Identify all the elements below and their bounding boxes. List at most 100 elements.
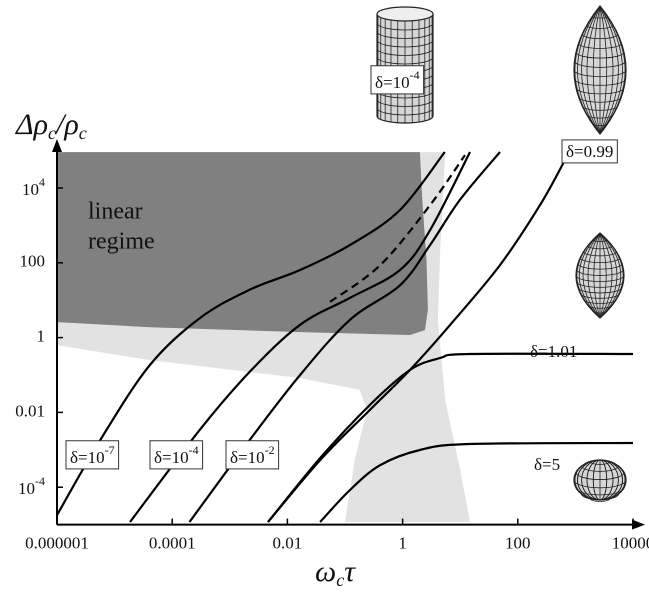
shape-grid xyxy=(599,232,622,319)
axis-title-text: ω xyxy=(315,555,336,588)
shape-grid xyxy=(581,494,619,501)
shape-grid xyxy=(599,5,619,135)
shape-grid xyxy=(573,479,627,489)
y-tick-label: 0.01 xyxy=(15,401,45,420)
label: δ=1.01 xyxy=(530,342,577,361)
x-tick-label: 100 xyxy=(505,534,531,553)
shape-grid xyxy=(576,269,624,276)
label-box xyxy=(370,65,425,95)
shape-grid xyxy=(581,34,619,39)
label: δ=10-4 xyxy=(154,443,199,467)
curve xyxy=(129,151,471,523)
label-exponent: 4 xyxy=(39,175,45,189)
x-axis-arrow xyxy=(632,519,645,530)
shape-grid xyxy=(575,87,625,95)
label-exponent: -2 xyxy=(265,443,275,457)
shape-grid xyxy=(575,51,625,59)
curve xyxy=(319,441,634,523)
label-box xyxy=(149,440,204,470)
shape-grid xyxy=(575,487,625,496)
shape-grid xyxy=(579,257,621,263)
x-tick-label: 0.0001 xyxy=(149,534,196,553)
shape-grid xyxy=(587,305,613,309)
axis-title-subscript: c xyxy=(48,123,56,143)
shape-grid xyxy=(577,287,623,294)
labels: 0.0000010.00010.0111001000010-40.0111001… xyxy=(15,65,649,590)
shape-grid xyxy=(376,31,434,39)
x-tick-label: 1 xyxy=(398,534,407,553)
shape-grid xyxy=(376,39,434,48)
shape-grid xyxy=(376,48,434,56)
label-text: δ=5 xyxy=(534,455,560,474)
label-exponent: -4 xyxy=(35,474,45,488)
label: 10-4 xyxy=(18,474,45,498)
shape-grid xyxy=(578,232,601,319)
curve xyxy=(57,151,446,516)
shape-grid xyxy=(376,56,434,65)
shape-grid xyxy=(575,275,625,282)
shape-grid xyxy=(586,25,614,29)
shape-grid xyxy=(574,78,626,86)
shape-icons xyxy=(376,5,627,502)
label-text: δ=10 xyxy=(230,448,265,467)
shape-grid xyxy=(587,245,613,250)
label-text: δ=1.01 xyxy=(530,342,577,361)
shape-grid xyxy=(592,311,608,314)
label: δ=10-2 xyxy=(230,443,275,467)
shape-grid xyxy=(577,5,601,135)
shape-grid xyxy=(589,498,611,502)
label-text: δ=10 xyxy=(70,448,105,467)
shape-grid xyxy=(577,263,623,270)
label-text: δ=10 xyxy=(375,73,410,92)
curve xyxy=(329,154,466,303)
lines xyxy=(57,151,634,523)
shape-grid xyxy=(576,281,624,288)
label-text: 10 xyxy=(22,180,39,199)
region xyxy=(57,152,428,335)
shape-grid xyxy=(586,5,601,135)
label: δ=10-4 xyxy=(375,68,420,92)
label: 104 xyxy=(22,175,45,199)
shape-grid xyxy=(581,5,601,135)
shape-grid xyxy=(578,43,622,49)
shape-grid xyxy=(599,5,626,135)
curve xyxy=(267,159,566,523)
label: δ=0.99 xyxy=(566,142,613,161)
axis-title-subscript: c xyxy=(79,123,87,143)
label-exponent: -4 xyxy=(189,443,199,457)
y-tick-label: 100 xyxy=(20,252,46,271)
region-label: linear xyxy=(88,199,143,225)
label-box xyxy=(65,440,120,470)
shape-grid xyxy=(591,16,609,19)
axis-title: ωcτ xyxy=(315,555,356,590)
shape-grid xyxy=(599,232,624,319)
label: δ=10-7 xyxy=(70,443,115,467)
label-exponent: -7 xyxy=(105,443,115,457)
shape-grid xyxy=(591,123,609,127)
shape-grid xyxy=(583,251,617,257)
shape-grid xyxy=(579,293,621,299)
shape-grid xyxy=(599,5,614,135)
shape-grid xyxy=(574,5,601,135)
shape-grid xyxy=(589,461,611,465)
x-tick-label: 0.01 xyxy=(273,534,303,553)
shape-grid xyxy=(583,299,617,304)
shape-grid xyxy=(581,105,619,111)
shape-top xyxy=(376,6,434,22)
shape-grid xyxy=(592,239,608,242)
shape-grid xyxy=(578,96,622,103)
label-box xyxy=(561,139,618,164)
axis-title: Δρc/ρc xyxy=(15,108,87,143)
label-text: δ=10 xyxy=(154,448,189,467)
label: δ=5 xyxy=(534,455,560,474)
axis-title-text: Δρ xyxy=(15,108,48,141)
shape-grid xyxy=(599,232,618,319)
shape-grid xyxy=(599,5,623,135)
shape-grid xyxy=(376,107,434,116)
shape-grid xyxy=(599,5,608,135)
y-tick-label: 1 xyxy=(37,327,46,346)
shape-grid xyxy=(376,99,434,107)
label-text: δ=0.99 xyxy=(566,142,613,161)
curve xyxy=(267,352,634,523)
shape-grid xyxy=(573,69,627,77)
